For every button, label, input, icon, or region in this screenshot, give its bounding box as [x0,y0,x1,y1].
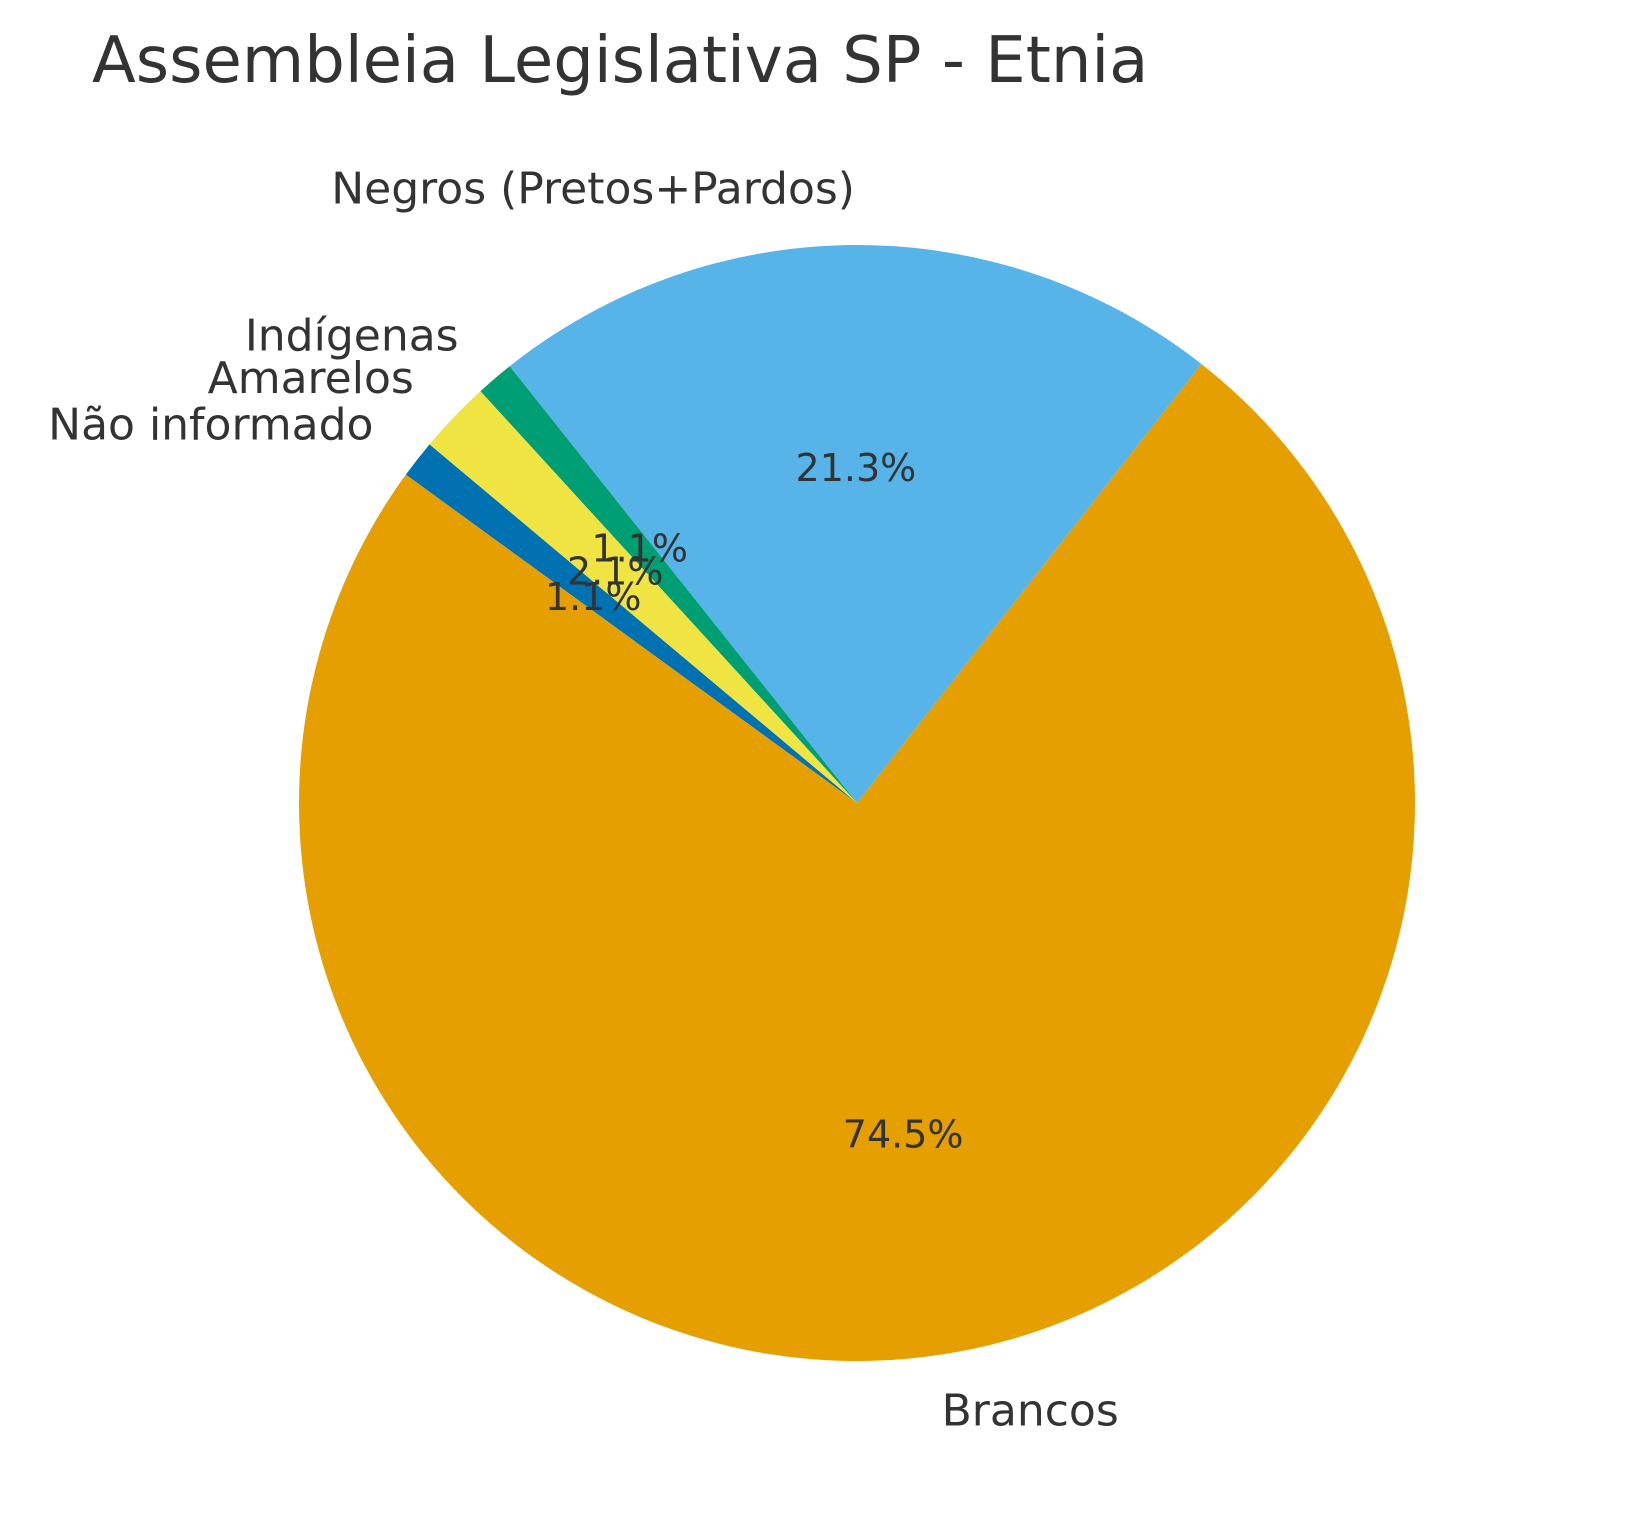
chart-title: Assembleia Legislativa SP - Etnia [92,24,1148,98]
pct-label-brancos: 74.5% [843,1113,964,1157]
category-label-indigenas: Indígenas [245,311,459,362]
pct-label-negros-pretos-pardos: 21.3% [796,446,917,490]
category-label-amarelos: Amarelos [208,353,414,404]
category-label-nao-informado: Não informado [48,399,373,450]
pie-slice-negros-pretos-pardos [509,244,1202,804]
category-label-negros-pretos-pardos: Negros (Pretos+Pardos) [331,164,855,215]
pie-slices [299,244,1416,1361]
percentage-labels: 1.1% 74.5% 21.3% 1.1%2.1% [545,446,964,1156]
pie-slice-brancos [299,363,1416,1361]
pct-label-nao-informado: 1.1% [545,575,642,619]
pie-slice-indigenas [480,366,857,803]
category-label-brancos: Brancos [942,1385,1119,1436]
category-labels: Não informado Brancos Negros (Pretos+Pardo… [48,164,1119,1437]
pie-slice-nao-informado [405,444,857,803]
pct-label-indigenas: 1.1% [591,526,688,570]
pie-slice-amarelos [429,391,857,803]
pct-label-amarelos: 2.1% [567,549,664,593]
